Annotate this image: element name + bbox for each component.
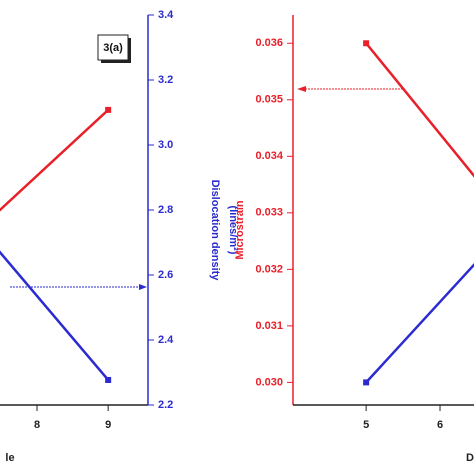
- y-axis-title: (lines/m²): [227, 206, 239, 255]
- y-tick-label: 3.4: [158, 9, 174, 21]
- x-axis-title: D: [466, 452, 474, 464]
- y-tick-label: 0.036: [255, 37, 283, 49]
- series-line: [365, 42, 474, 178]
- point: [363, 40, 370, 47]
- annotation-box: [97, 34, 129, 61]
- y-tick-label: 0.031: [255, 320, 283, 332]
- annotation: 3(a): [103, 42, 123, 54]
- y-tick-label: 3.2: [158, 74, 173, 86]
- y-tick-label: 2.4: [158, 334, 174, 346]
- series-line: [0, 108, 110, 212]
- point: [105, 376, 112, 383]
- point: [105, 106, 112, 113]
- y-tick-label: 0.033: [255, 207, 283, 219]
- y-tick-label: 2.8: [158, 204, 173, 216]
- arrow-head: [297, 86, 306, 92]
- plot-area: [0, 106, 112, 383]
- x-tick-label: 8: [34, 419, 40, 431]
- x-tick-label: 5: [363, 419, 369, 431]
- y-tick-label: 2.6: [158, 269, 173, 281]
- plot-area: [363, 40, 474, 386]
- y-tick-label: 0.034: [255, 150, 283, 162]
- x-tick-label: 6: [437, 419, 443, 431]
- x-tick-label: 9: [105, 419, 111, 431]
- y-tick-label: 0.035: [255, 94, 283, 106]
- point: [363, 379, 370, 386]
- y-tick-label: 3.0: [158, 139, 173, 151]
- series-line: [0, 250, 110, 381]
- series-line: [365, 262, 474, 384]
- y-tick-label: 0.030: [255, 376, 283, 388]
- y-axis-title: Microstrain: [234, 200, 246, 260]
- y-tick-label: 0.032: [255, 263, 283, 275]
- y-tick-label: 2.2: [158, 399, 173, 411]
- arrow-head: [139, 284, 147, 290]
- x-axis-title: le: [5, 452, 14, 464]
- y-axis-title: Dislocation density: [209, 180, 221, 282]
